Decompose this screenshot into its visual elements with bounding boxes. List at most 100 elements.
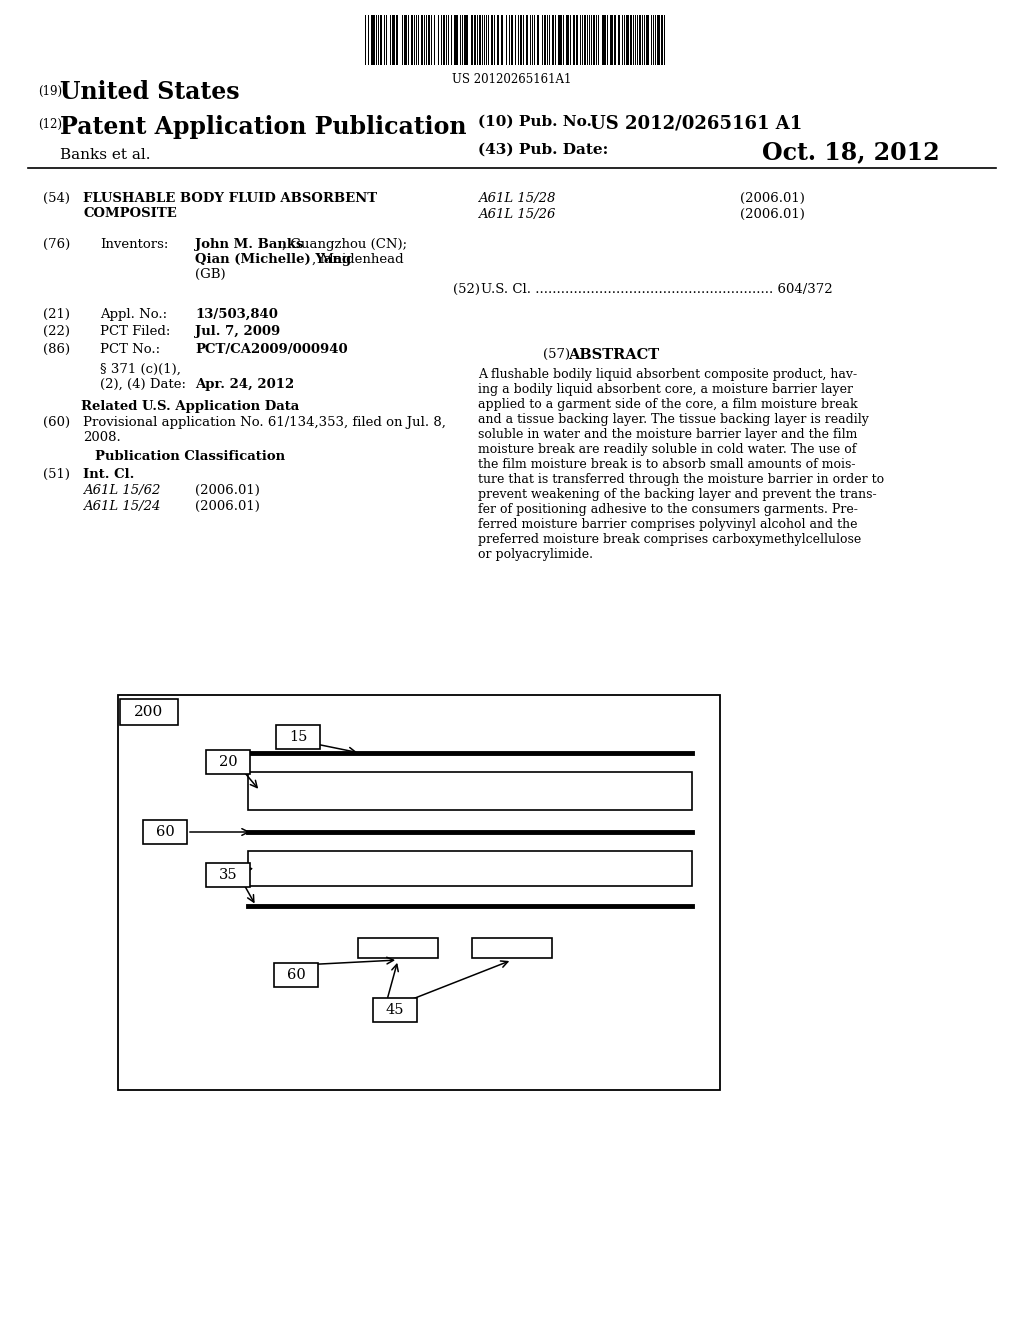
Text: United States: United States	[60, 81, 240, 104]
Bar	[404, 15, 407, 65]
Text: Qian (Michelle) Yang: Qian (Michelle) Yang	[195, 253, 351, 267]
Text: (10) Pub. No.:: (10) Pub. No.:	[478, 115, 597, 129]
Text: 13/503,840: 13/503,840	[195, 308, 278, 321]
Text: § 371 (c)(1),: § 371 (c)(1),	[100, 363, 181, 376]
Text: ABSTRACT: ABSTRACT	[568, 348, 659, 362]
Text: (86): (86)	[43, 343, 70, 356]
Bar	[544, 15, 546, 65]
Bar	[657, 15, 660, 65]
Text: A61L 15/26: A61L 15/26	[478, 209, 555, 220]
Bar	[380, 15, 382, 65]
Text: 60: 60	[156, 825, 174, 840]
Bar	[474, 15, 476, 65]
Bar	[464, 15, 468, 65]
Bar	[662, 15, 663, 65]
Text: (2006.01): (2006.01)	[195, 484, 260, 498]
Bar	[573, 15, 575, 65]
Text: U.S. Cl. ........................................................ 604/372: U.S. Cl. ...............................…	[481, 282, 833, 296]
Bar	[454, 15, 458, 65]
Bar	[358, 939, 438, 958]
Bar	[558, 15, 562, 65]
Text: Oct. 18, 2012: Oct. 18, 2012	[762, 140, 940, 164]
Bar	[610, 15, 613, 65]
Bar	[552, 15, 554, 65]
Bar	[143, 820, 187, 843]
Text: Int. Cl.: Int. Cl.	[83, 469, 134, 480]
Bar	[511, 15, 513, 65]
Text: A61L 15/62: A61L 15/62	[83, 484, 161, 498]
Text: US 20120265161A1: US 20120265161A1	[453, 73, 571, 86]
Text: PCT Filed:: PCT Filed:	[100, 325, 170, 338]
Bar	[276, 725, 319, 748]
Bar	[120, 700, 178, 725]
Text: 45: 45	[386, 1003, 404, 1016]
Bar	[248, 772, 692, 810]
Text: , Guangzhou (CN);: , Guangzhou (CN);	[282, 238, 408, 251]
Bar	[248, 851, 692, 886]
Text: , Maidenhead: , Maidenhead	[312, 253, 403, 267]
Text: FLUSHABLE BODY FLUID ABSORBENT
COMPOSITE: FLUSHABLE BODY FLUID ABSORBENT COMPOSITE	[83, 191, 377, 220]
Bar	[520, 15, 522, 65]
Text: Apr. 24, 2012: Apr. 24, 2012	[195, 378, 294, 391]
Text: (52): (52)	[453, 282, 480, 296]
Text: Related U.S. Application Data: Related U.S. Application Data	[81, 400, 299, 413]
Text: (76): (76)	[43, 238, 71, 251]
Text: (60): (60)	[43, 416, 70, 429]
Text: (19): (19)	[38, 84, 62, 98]
Text: (2006.01): (2006.01)	[195, 500, 260, 513]
Text: (22): (22)	[43, 325, 70, 338]
Bar	[575, 15, 578, 65]
Bar	[646, 15, 649, 65]
Bar	[472, 939, 552, 958]
Bar	[392, 15, 395, 65]
Text: 20: 20	[219, 755, 238, 770]
Bar	[206, 863, 250, 887]
Bar	[373, 998, 417, 1022]
Bar	[566, 15, 569, 65]
Text: (51): (51)	[43, 469, 70, 480]
Bar	[396, 15, 398, 65]
Text: A flushable bodily liquid absorbent composite product, hav-
ing a bodily liquid : A flushable bodily liquid absorbent comp…	[478, 368, 884, 561]
Text: (2006.01): (2006.01)	[740, 209, 805, 220]
Bar	[497, 15, 499, 65]
Bar	[411, 15, 413, 65]
Bar	[526, 15, 528, 65]
Bar	[490, 15, 493, 65]
Text: PCT/CA2009/000940: PCT/CA2009/000940	[195, 343, 347, 356]
Bar	[421, 15, 423, 65]
Bar	[593, 15, 595, 65]
Bar	[602, 15, 606, 65]
Text: (43) Pub. Date:: (43) Pub. Date:	[478, 143, 608, 157]
Text: Jul. 7, 2009: Jul. 7, 2009	[195, 325, 281, 338]
Bar	[118, 696, 720, 1090]
Bar	[501, 15, 503, 65]
Text: Patent Application Publication: Patent Application Publication	[60, 115, 467, 139]
Text: 60: 60	[287, 968, 305, 982]
Bar	[626, 15, 629, 65]
Text: A61L 15/24: A61L 15/24	[83, 500, 161, 513]
Text: (57): (57)	[543, 348, 570, 360]
Text: PCT No.:: PCT No.:	[100, 343, 160, 356]
Bar	[584, 15, 586, 65]
Text: Publication Classification: Publication Classification	[95, 450, 285, 463]
Text: Inventors:: Inventors:	[100, 238, 168, 251]
Text: Provisional application No. 61/134,353, filed on Jul. 8,
2008.: Provisional application No. 61/134,353, …	[83, 416, 445, 444]
Bar	[614, 15, 616, 65]
Text: (12): (12)	[38, 117, 62, 131]
Text: (2), (4) Date:: (2), (4) Date:	[100, 378, 186, 391]
Text: 15: 15	[289, 730, 307, 744]
Text: John M. Banks: John M. Banks	[195, 238, 303, 251]
Bar	[618, 15, 620, 65]
Text: (2006.01): (2006.01)	[740, 191, 805, 205]
Bar	[537, 15, 539, 65]
Text: Appl. No.:: Appl. No.:	[100, 308, 167, 321]
Bar	[274, 964, 318, 987]
Bar	[206, 750, 250, 774]
Text: (54): (54)	[43, 191, 70, 205]
Text: (21): (21)	[43, 308, 70, 321]
Bar	[443, 15, 445, 65]
Text: 35: 35	[219, 869, 238, 882]
Text: (GB): (GB)	[195, 268, 225, 281]
Text: Banks et al.: Banks et al.	[60, 148, 151, 162]
Bar	[639, 15, 641, 65]
